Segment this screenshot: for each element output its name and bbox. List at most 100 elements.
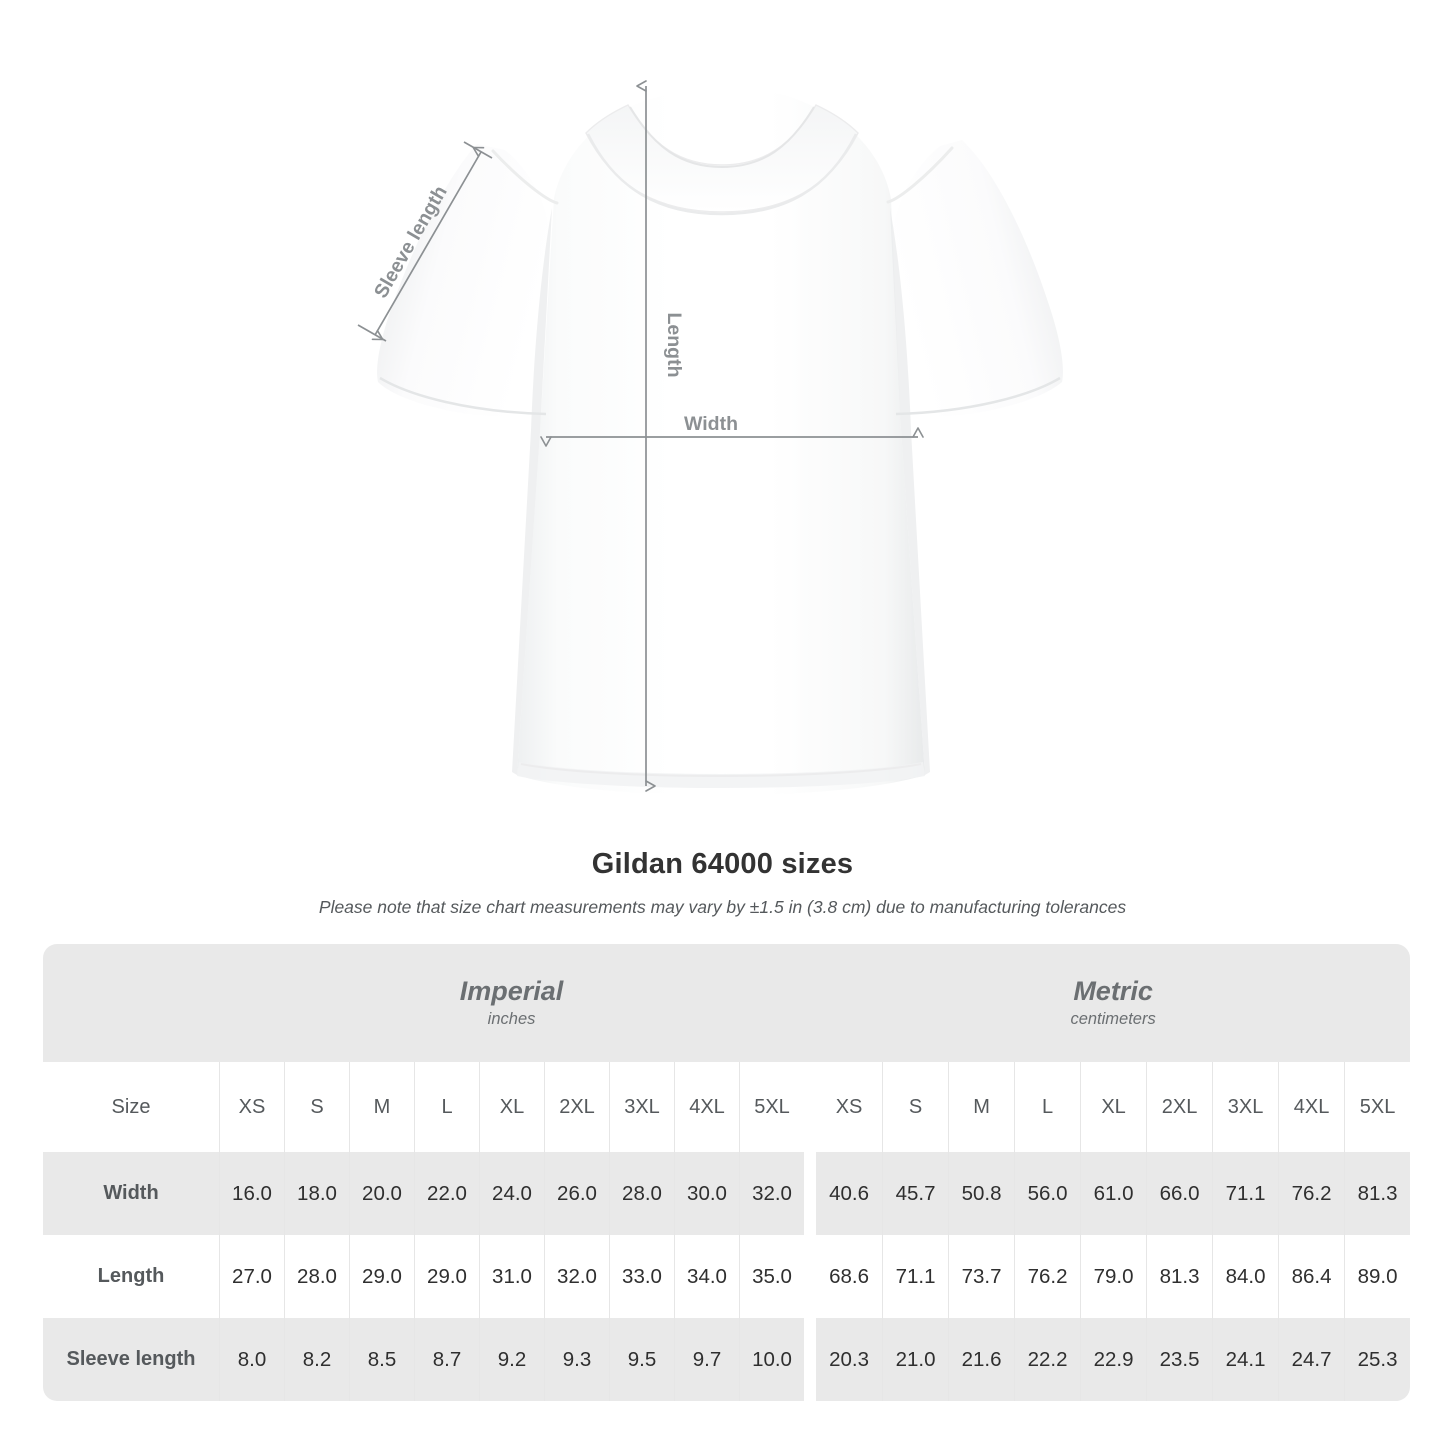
cell-length-metric-l: 76.2 (1014, 1235, 1081, 1318)
tshirt-diagram: Sleeve length Length Width (357, 80, 1063, 795)
unit-name-metric: Metric (1073, 976, 1153, 1007)
cell-sleeve-imperial-xl: 9.2 (479, 1318, 544, 1401)
cell-length-metric-5xl: 89.0 (1344, 1235, 1411, 1318)
cell-width-metric-xl: 61.0 (1080, 1152, 1147, 1235)
cell-length-imperial-s: 28.0 (284, 1235, 349, 1318)
cell-width-metric-s: 45.7 (882, 1152, 949, 1235)
cell-length-imperial-xl: 31.0 (479, 1235, 544, 1318)
cell-width-imperial-4xl: 30.0 (674, 1152, 739, 1235)
cell-length-imperial-m: 29.0 (349, 1235, 414, 1318)
unit-banner-imperial: Imperial inches (219, 944, 805, 1062)
row-sleeve-gap (804, 1318, 817, 1401)
chart-note: Please note that size chart measurements… (318, 897, 1127, 917)
unit-banner-gap (804, 944, 817, 1062)
cell-length-imperial-4xl: 34.0 (674, 1235, 739, 1318)
cell-sleeve-metric-xs: 20.3 (816, 1318, 883, 1401)
table-row-width: Width 16.0 18.0 20.0 22.0 24.0 26.0 28.0… (43, 1152, 1411, 1235)
unit-sub-imperial: inches (487, 1010, 536, 1029)
cell-sleeve-imperial-m: 8.5 (349, 1318, 414, 1401)
row-width-gap (804, 1152, 817, 1235)
cell-length-metric-xl: 79.0 (1080, 1235, 1147, 1318)
tshirt-right-sleeve-hem (895, 376, 1061, 416)
header-imperial-m: M (349, 1062, 414, 1152)
size-table-container: Imperial inches Metric centimeters Size … (43, 944, 1411, 1401)
length-label: Length (663, 313, 685, 378)
header-metric-m: M (948, 1062, 1015, 1152)
tshirt-right-sleeve (890, 140, 1063, 417)
cell-sleeve-imperial-l: 8.7 (414, 1318, 479, 1401)
header-metric-4xl: 4XL (1278, 1062, 1345, 1152)
tshirt-left-shoulder-seam (491, 149, 559, 205)
cell-sleeve-imperial-3xl: 9.5 (609, 1318, 674, 1401)
row-label-sleeve-length: Sleeve length (43, 1318, 219, 1401)
row-length-gap (804, 1235, 817, 1318)
sleeve-length-cap-bottom (357, 324, 387, 342)
cell-sleeve-imperial-s: 8.2 (284, 1318, 349, 1401)
chart-title: Gildan 64000 sizes (591, 848, 854, 880)
cell-width-imperial-xl: 24.0 (479, 1152, 544, 1235)
cell-sleeve-metric-l: 22.2 (1014, 1318, 1081, 1401)
tshirt-illustration: Sleeve length Length Width (357, 80, 1063, 795)
cell-width-metric-4xl: 76.2 (1278, 1152, 1345, 1235)
cell-length-metric-m: 73.7 (948, 1235, 1015, 1318)
tshirt-hem-line (520, 763, 922, 777)
header-metric-xs: XS (816, 1062, 883, 1152)
table-row-length: Length 27.0 28.0 29.0 29.0 31.0 32.0 33.… (43, 1235, 1411, 1318)
header-metric-3xl: 3XL (1212, 1062, 1279, 1152)
unit-banner-row: Imperial inches Metric centimeters (43, 944, 1411, 1062)
cell-sleeve-imperial-xs: 8.0 (219, 1318, 284, 1401)
header-size-label: Size (43, 1062, 219, 1152)
unit-name-imperial: Imperial (459, 976, 564, 1007)
header-imperial-5xl: 5XL (739, 1062, 805, 1152)
cell-width-metric-xs: 40.6 (816, 1152, 883, 1235)
tshirt-right-shoulder-seam (886, 146, 954, 204)
header-gap (804, 1062, 817, 1152)
cell-sleeve-metric-m: 21.6 (948, 1318, 1015, 1401)
cell-length-metric-4xl: 86.4 (1278, 1235, 1345, 1318)
cell-width-imperial-xs: 16.0 (219, 1152, 284, 1235)
cell-length-imperial-l: 29.0 (414, 1235, 479, 1318)
header-imperial-2xl: 2XL (544, 1062, 609, 1152)
sleeve-length-cap-top (463, 141, 493, 159)
tshirt-left-shade (512, 208, 552, 775)
cell-width-imperial-l: 22.0 (414, 1152, 479, 1235)
unit-banner-spacer (43, 944, 219, 1062)
header-imperial-xs: XS (219, 1062, 284, 1152)
cell-sleeve-imperial-2xl: 9.3 (544, 1318, 609, 1401)
cell-sleeve-metric-2xl: 23.5 (1146, 1318, 1213, 1401)
cell-width-metric-5xl: 81.3 (1344, 1152, 1411, 1235)
cell-width-metric-3xl: 71.1 (1212, 1152, 1279, 1235)
cell-sleeve-metric-4xl: 24.7 (1278, 1318, 1345, 1401)
cell-width-imperial-s: 18.0 (284, 1152, 349, 1235)
cell-length-imperial-xs: 27.0 (219, 1235, 284, 1318)
tshirt-left-sleeve-hem (379, 376, 547, 416)
table-header-row: Size XS S M L XL 2XL 3XL 4XL 5XL XS S M … (43, 1062, 1411, 1152)
cell-width-imperial-2xl: 26.0 (544, 1152, 609, 1235)
cell-sleeve-metric-3xl: 24.1 (1212, 1318, 1279, 1401)
header-metric-xl: XL (1080, 1062, 1147, 1152)
cell-width-imperial-3xl: 28.0 (609, 1152, 674, 1235)
header-imperial-xl: XL (479, 1062, 544, 1152)
cell-width-metric-m: 50.8 (948, 1152, 1015, 1235)
tshirt-left-sleeve (377, 144, 552, 417)
cell-sleeve-metric-5xl: 25.3 (1344, 1318, 1411, 1401)
unit-banner-metric: Metric centimeters (816, 944, 1411, 1062)
cell-length-imperial-2xl: 32.0 (544, 1235, 609, 1318)
header-imperial-4xl: 4XL (674, 1062, 739, 1152)
tshirt-neck-band (586, 133, 858, 216)
header-imperial-s: S (284, 1062, 349, 1152)
header-metric-s: S (882, 1062, 949, 1152)
table-row-sleeve-length: Sleeve length 8.0 8.2 8.5 8.7 9.2 9.3 9.… (43, 1318, 1411, 1401)
cell-length-metric-3xl: 84.0 (1212, 1235, 1279, 1318)
cell-sleeve-imperial-5xl: 10.0 (739, 1318, 805, 1401)
cell-width-metric-l: 56.0 (1014, 1152, 1081, 1235)
cell-sleeve-metric-xl: 22.9 (1080, 1318, 1147, 1401)
cell-length-metric-2xl: 81.3 (1146, 1235, 1213, 1318)
cell-length-imperial-3xl: 33.0 (609, 1235, 674, 1318)
header-metric-l: L (1014, 1062, 1081, 1152)
header-imperial-l: L (414, 1062, 479, 1152)
tshirt-right-shade (890, 208, 930, 775)
header-imperial-3xl: 3XL (609, 1062, 674, 1152)
sleeve-length-dimension-line (371, 146, 485, 341)
